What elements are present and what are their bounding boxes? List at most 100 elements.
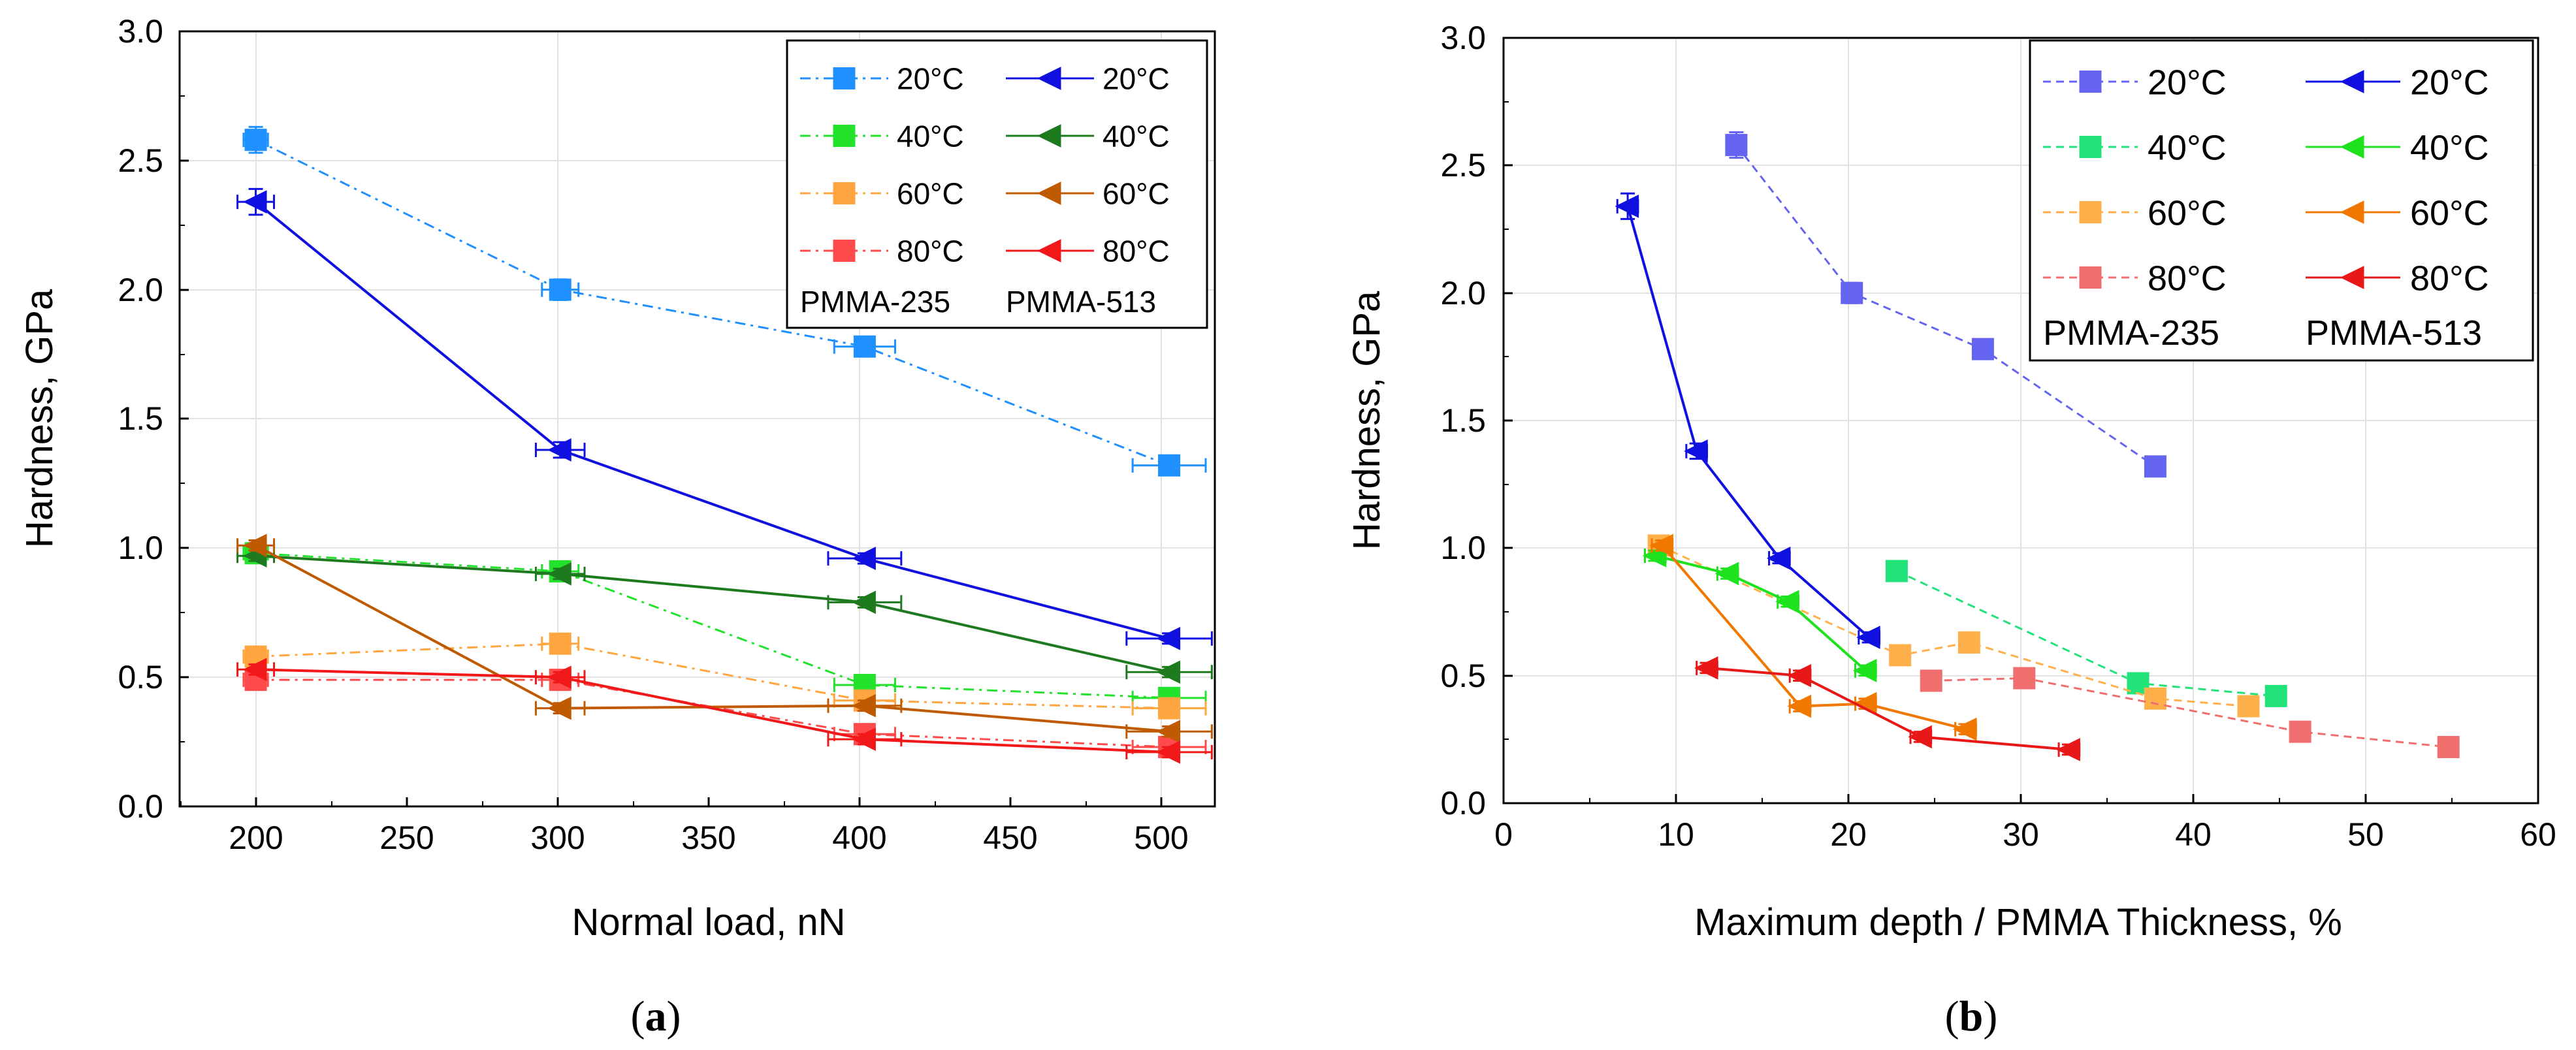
panel-a-legend-marker bbox=[1037, 239, 1061, 262]
panel-b-series-line bbox=[1658, 545, 2249, 708]
panel-b-series-line bbox=[1654, 554, 1867, 672]
panel-b-series-line bbox=[1626, 206, 1871, 639]
panel-a-legend-marker bbox=[1037, 124, 1061, 148]
panel-a-data-point bbox=[852, 727, 876, 751]
panel-b-legend-group-label: PMMA-513 bbox=[2306, 313, 2482, 353]
panel-b-ytick-label: 1.0 bbox=[1440, 530, 1486, 566]
panel-b-data-point bbox=[2289, 720, 2311, 743]
panel-a-label: (a) bbox=[631, 993, 681, 1040]
panel-a-ytick-label: 1.5 bbox=[118, 400, 163, 437]
panel-b-legend-label: 40°C bbox=[2410, 128, 2489, 167]
panel-a-ytick-label: 0.5 bbox=[118, 659, 163, 695]
panel-a-legend-entry: 40°C bbox=[800, 119, 964, 153]
panel-b-data-point bbox=[1971, 338, 1994, 360]
panel-b-ytick-label: 1.5 bbox=[1440, 402, 1486, 439]
panel-b-data-point bbox=[1684, 439, 1708, 463]
panel-a-legend-group-label: PMMA-513 bbox=[1006, 285, 1156, 319]
panel-b-xtick-label: 50 bbox=[2347, 816, 2384, 853]
panel-a-legend-entry: 20°C bbox=[1006, 62, 1170, 96]
panel-b: 0.0 0.5 1.0 1.5 2.0 2.5 3.0 0 10 20 30 bbox=[1345, 20, 2556, 1040]
panel-b-legend-marker bbox=[2340, 266, 2364, 289]
panel-b-ytick-label: 2.5 bbox=[1440, 147, 1486, 183]
panel-a-data-point bbox=[547, 665, 572, 690]
panel-b-data-point bbox=[1787, 694, 1812, 718]
panel-b-series-line bbox=[1931, 677, 2449, 748]
panel-a-xtick-label: 450 bbox=[983, 819, 1037, 856]
panel-a-legend-label: 60°C bbox=[1103, 177, 1170, 211]
panel-a-legend-marker bbox=[833, 240, 856, 262]
panel-b-series-pmma-513-6 bbox=[1649, 533, 1977, 741]
panel-b-data-point bbox=[1694, 656, 1718, 680]
panel-a-legend-label: 20°C bbox=[897, 62, 964, 96]
panel-a-legend-label: 40°C bbox=[1103, 119, 1170, 153]
panel-a-legend-entry: 20°C bbox=[800, 62, 964, 96]
panel-b-xlabel: Maximum depth / PMMA Thickness, % bbox=[1694, 901, 2342, 944]
panel-b-label-letter: b bbox=[1959, 993, 1984, 1040]
panel-a-legend-label: 40°C bbox=[897, 119, 964, 153]
panel-a-xtick-label: 200 bbox=[229, 819, 283, 856]
panel-a-legend-marker bbox=[833, 67, 856, 89]
panel-b-legend-entry: 40°C bbox=[2043, 128, 2227, 167]
panel-b-legend-label: 80°C bbox=[2410, 259, 2489, 298]
panel-a-series-line bbox=[255, 138, 1170, 467]
panel-b-legend: PMMA-235 PMMA-513 20°C 40°C 60°C 80°C 20°C 40… bbox=[2029, 39, 2534, 362]
panel-a-legend-box bbox=[786, 39, 1208, 329]
panel-a-data-point bbox=[1156, 720, 1181, 744]
panel-b-series-line bbox=[1707, 666, 2070, 751]
panel-a-xlabel: Normal load, nN bbox=[572, 901, 845, 944]
panel-a-xtick-label: 500 bbox=[1134, 819, 1188, 856]
panel-a-series-line bbox=[255, 554, 1170, 674]
panel-b-legend-box bbox=[2029, 39, 2534, 362]
panel-a-legend-marker bbox=[1037, 67, 1061, 90]
panel-a-ytick-label: 3.0 bbox=[118, 13, 163, 50]
panel-b-data-point bbox=[1615, 194, 1639, 218]
panel-a-legend-entry: 80°C bbox=[1006, 234, 1170, 268]
panel-b-data-point bbox=[1775, 590, 1799, 614]
panel-b-legend-label: 80°C bbox=[2148, 259, 2227, 298]
panel-b-ytick-label: 3.0 bbox=[1440, 20, 1486, 56]
panel-b-legend-group-label: PMMA-235 bbox=[2043, 313, 2219, 353]
panel-b-data-point bbox=[1889, 644, 1912, 667]
panel-b-series-line bbox=[1735, 144, 2156, 468]
panel-a-legend: PMMA-235 PMMA-513 20°C 40°C 60°C 80°C 20°C 40… bbox=[786, 39, 1208, 329]
panel-b-legend-marker bbox=[2079, 201, 2102, 223]
panel-b-legend-marker bbox=[2079, 266, 2102, 289]
panel-a-series-line bbox=[255, 200, 1170, 640]
panel-b-ytick-label: 2.0 bbox=[1440, 275, 1486, 311]
panel-b-data-point bbox=[2144, 455, 2166, 478]
panel-b-legend-marker bbox=[2079, 71, 2102, 93]
panel-a-series-layer bbox=[236, 125, 1213, 764]
panel-b-series-pmma-513-4 bbox=[1615, 192, 1881, 649]
panel-a: 0.0 0.5 1.0 1.5 2.0 2.5 3.0 200 250 3 bbox=[18, 13, 1216, 1040]
panel-a-legend-label: 80°C bbox=[1103, 234, 1170, 268]
panel-b-legend-marker bbox=[2340, 70, 2364, 93]
panel-b-data-point bbox=[1852, 692, 1877, 716]
panel-b-xtick-label: 60 bbox=[2520, 816, 2556, 853]
panel-b-xtick-label: 30 bbox=[2003, 816, 2039, 853]
panel-a-series-line bbox=[255, 552, 1170, 699]
panel-a-label-letter: a bbox=[645, 993, 667, 1040]
panel-b-label: (b) bbox=[1945, 993, 1998, 1040]
panel-b-data-point bbox=[1841, 281, 1863, 304]
panel-a-series-line bbox=[255, 668, 1170, 754]
panel-a-ytick-label: 2.0 bbox=[118, 272, 163, 308]
panel-a-series-pmma-235-0 bbox=[242, 125, 1207, 477]
panel-b-legend-entry: 80°C bbox=[2306, 259, 2489, 298]
panel-a-data-point bbox=[852, 693, 876, 718]
panel-b-legend-marker bbox=[2340, 200, 2364, 224]
panel-a-data-point bbox=[242, 190, 267, 214]
panel-a-data-point bbox=[547, 438, 572, 462]
panel-a-legend-label: 20°C bbox=[1103, 62, 1170, 96]
panel-a-legend-entry: 80°C bbox=[800, 234, 964, 268]
panel-a-data-point bbox=[242, 533, 267, 558]
panel-a-data-point bbox=[1156, 740, 1181, 764]
panel-b-ytick-label: 0.0 bbox=[1440, 785, 1486, 821]
panel-a-xtick-label: 400 bbox=[832, 819, 886, 856]
panel-a-legend-marker bbox=[833, 182, 856, 204]
panel-b-data-point bbox=[1885, 560, 1908, 582]
panel-b-data-point bbox=[1856, 626, 1880, 649]
panel-b-data-point bbox=[2056, 738, 2080, 761]
panel-a-ylabel: Hardness, GPa bbox=[18, 289, 61, 548]
panel-b-series-pmma-235-2 bbox=[1647, 534, 2260, 718]
